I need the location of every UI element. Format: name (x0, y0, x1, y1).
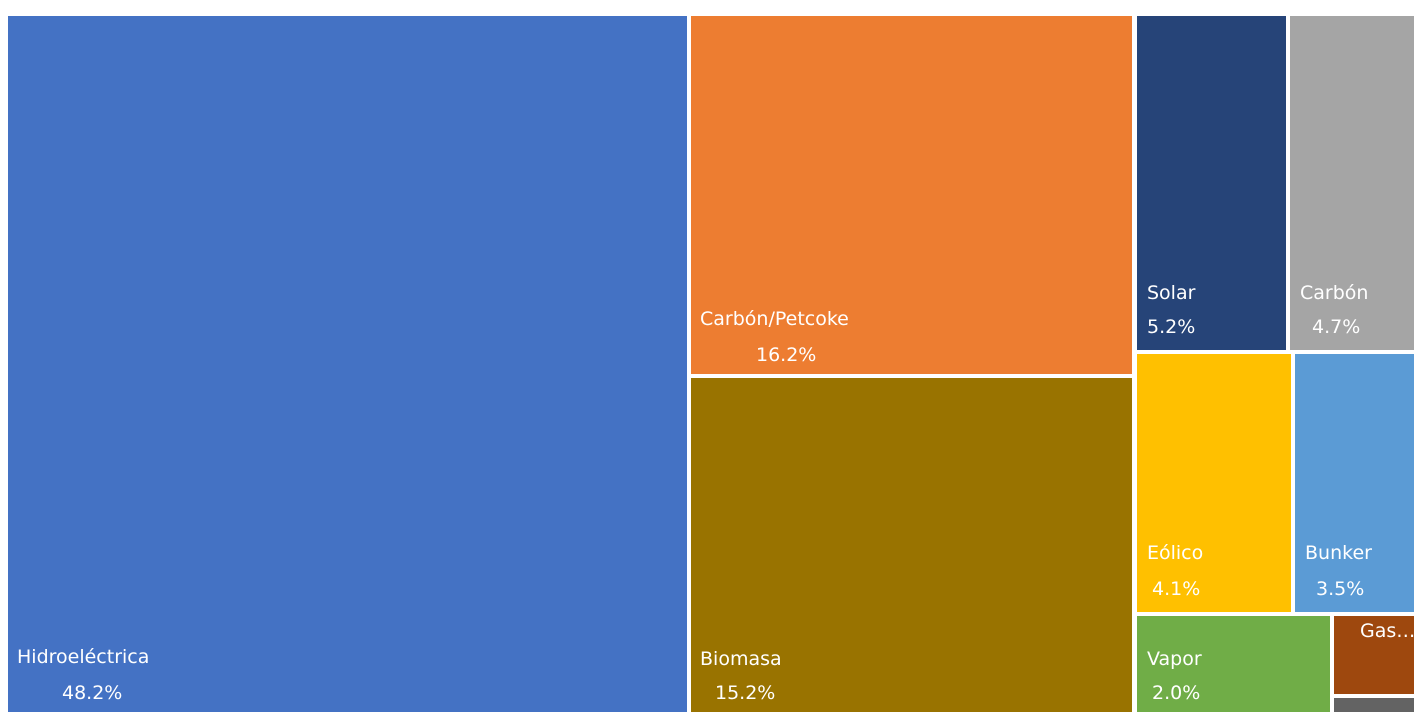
treemap-tile (1290, 16, 1414, 350)
tile-value-label: 2.0% (1152, 682, 1201, 704)
tile-value-label: 15.2% (715, 682, 776, 704)
tile-label: Carbón/Petcoke (700, 308, 849, 330)
treemap-tile (1137, 616, 1330, 712)
treemap-tile (1137, 16, 1286, 350)
tile-label: Bunker (1305, 542, 1372, 564)
tile-value-label: 4.7% (1312, 316, 1361, 338)
treemap-tile (1334, 616, 1414, 694)
tile-value-label: 48.2% (62, 682, 123, 704)
treemap-tile (1334, 698, 1414, 712)
treemap-tile (691, 378, 1132, 712)
treemap-tile (1295, 354, 1414, 612)
tile-label: Carbón (1300, 282, 1369, 304)
tile-label: Eólico (1147, 542, 1204, 564)
treemap-tile (691, 16, 1132, 374)
tile-label: Hidroeléctrica (17, 646, 150, 668)
tile-label: Gas… (1360, 620, 1414, 642)
tile-label: Vapor (1147, 648, 1202, 670)
tile-value-label: 16.2% (756, 344, 817, 366)
tile-label: Biomasa (700, 648, 782, 670)
tile-value-label: 4.1% (1152, 578, 1201, 600)
treemap-tile (8, 16, 687, 712)
tile-label: Solar (1147, 282, 1196, 304)
tile-value-label: 3.5% (1316, 578, 1365, 600)
treemap-tile (1137, 354, 1291, 612)
tile-value-label: 5.2% (1147, 316, 1196, 338)
